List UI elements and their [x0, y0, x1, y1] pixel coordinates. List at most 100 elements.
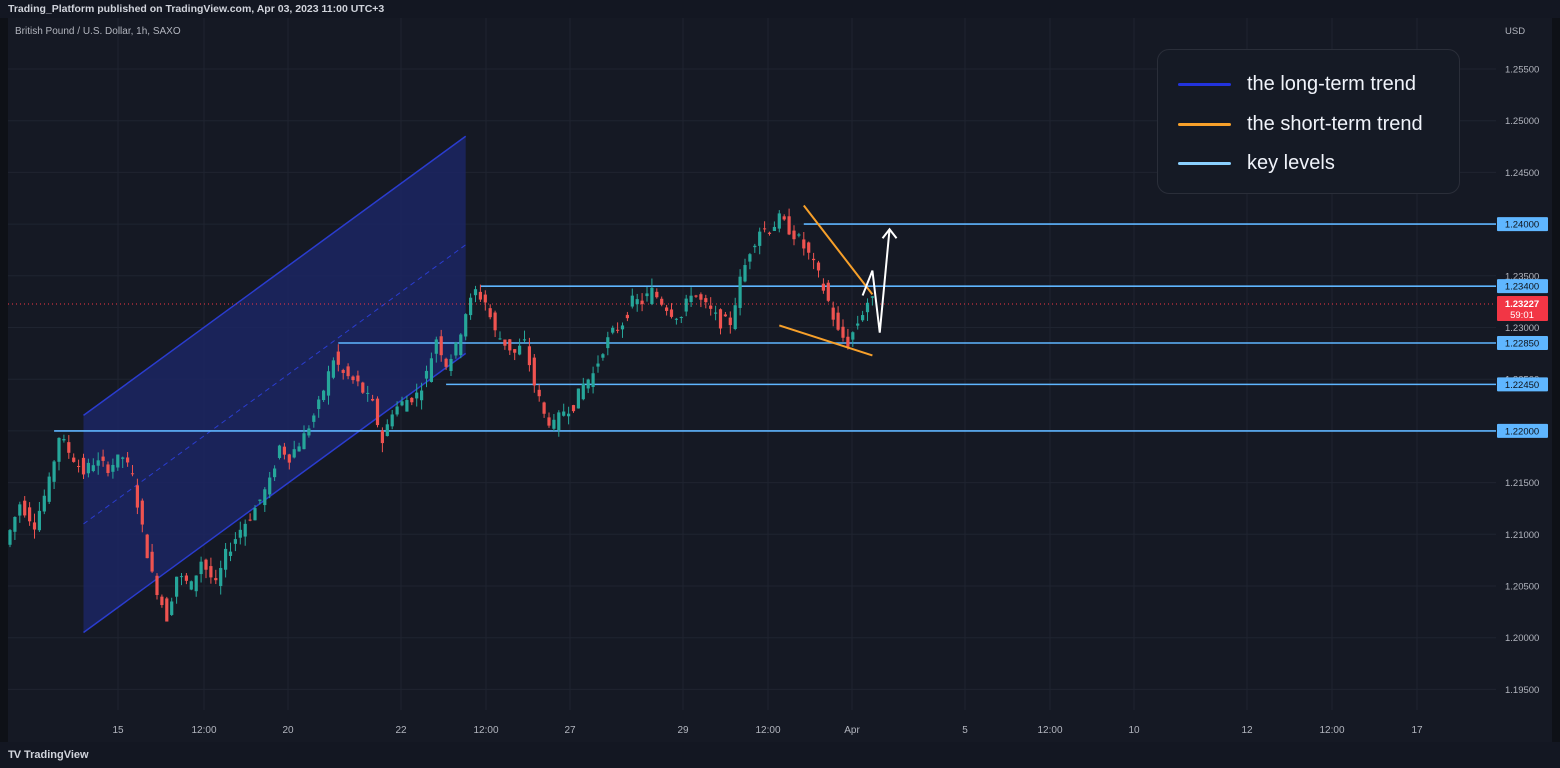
candle-body [204, 559, 208, 570]
candle-body [611, 327, 615, 333]
projection-path [861, 229, 891, 333]
time-tick-label: 22 [395, 725, 407, 736]
candle-body [57, 437, 61, 462]
legend-label: key levels [1247, 152, 1335, 174]
legend-label: the long-term trend [1247, 73, 1416, 95]
candle-body [96, 460, 100, 466]
candle-body [660, 298, 664, 305]
price-tick-label: 1.19500 [1505, 685, 1539, 696]
candle-body [150, 551, 154, 572]
key-level-tag [1497, 279, 1548, 294]
candle-body [679, 317, 683, 319]
candle-body [317, 399, 321, 409]
candle-body [630, 295, 634, 307]
candle-body [787, 216, 791, 235]
publish-bar [0, 0, 1560, 18]
candle-body [28, 507, 32, 522]
candle-body [454, 342, 458, 356]
price-tick-label: 1.21000 [1505, 530, 1539, 541]
candles [8, 208, 874, 622]
candle-body [596, 363, 600, 367]
time-tick-label: 12:00 [1037, 725, 1062, 736]
time-tick-label: 29 [677, 725, 689, 736]
candle-body [493, 312, 497, 331]
projection-arrow [861, 227, 898, 333]
candle-body [380, 430, 384, 444]
candle-body [155, 575, 159, 596]
trend-support-line [778, 324, 873, 357]
legend-swatch-key-levels [1178, 162, 1231, 165]
countdown-label: 59:01 [1510, 310, 1534, 321]
candle-body [32, 522, 37, 530]
candle-body [47, 476, 51, 502]
candle-body [145, 534, 149, 559]
symbol-title[interactable]: British Pound / U.S. Dollar, 1h, SAXO [15, 26, 181, 37]
key-level-label: 1.22450 [1505, 380, 1539, 391]
candle-body [140, 500, 144, 525]
price-tick-label: 1.23500 [1505, 271, 1539, 282]
candle-body [322, 390, 326, 401]
key-levels [8, 223, 1496, 432]
candle-body [606, 337, 610, 349]
key-level-tag [1497, 423, 1548, 438]
candle-body [469, 297, 473, 316]
candle-body [669, 309, 674, 317]
candle-body [341, 369, 345, 373]
candle-body [268, 477, 272, 495]
candle-body [488, 308, 492, 318]
candle-body [743, 265, 747, 282]
candle-body [665, 307, 669, 311]
long-term-channel [83, 135, 467, 634]
candle-body [111, 464, 115, 472]
candle-body [508, 339, 512, 351]
candle-body [616, 329, 620, 331]
trend-resistance-line [803, 204, 874, 296]
candle-body [302, 433, 306, 450]
candle-body [263, 489, 267, 506]
candle-body [777, 213, 781, 229]
candle-body [861, 315, 865, 321]
candle-body [390, 414, 394, 427]
time-tick-label: 12:00 [473, 725, 498, 736]
candle-body [224, 548, 228, 570]
time-tick-label: 10 [1128, 725, 1140, 736]
candle-body [67, 442, 71, 453]
candle-body [238, 529, 242, 538]
candle-body [846, 336, 850, 347]
candle-body [709, 305, 713, 309]
time-tick-label: Apr [844, 725, 860, 736]
candle-body [307, 428, 311, 436]
candle-body [62, 439, 66, 441]
candle-body [870, 296, 874, 298]
candle-body [405, 400, 409, 412]
candle-body [194, 575, 198, 592]
candle-body [821, 283, 825, 291]
candle-body [258, 499, 262, 501]
candle-body [160, 596, 164, 606]
tradingview-logo[interactable]: TV TradingView [8, 749, 89, 761]
price-chart[interactable]: 1.25500 1.25000 1.24500 1.24000 1.23500 1.230… [0, 0, 1560, 742]
candle-body [464, 314, 468, 337]
candle-body [763, 228, 767, 230]
candle-body [655, 291, 659, 298]
legend-item-long-term: the long-term trend [1178, 71, 1458, 97]
candle-body [836, 312, 840, 330]
candle-body [8, 530, 12, 545]
key-level-label: 1.24000 [1505, 220, 1539, 231]
candle-body [581, 383, 585, 400]
candle-body [807, 242, 811, 253]
price-tick-label: 1.20500 [1505, 582, 1539, 593]
candle-body [410, 397, 414, 403]
candle-body [449, 358, 453, 372]
candle-body [415, 392, 419, 399]
candle-body [753, 245, 757, 248]
candle-body [23, 500, 27, 516]
legend-label: the short-term trend [1247, 113, 1423, 135]
candle-body [292, 449, 296, 458]
candle-body [841, 326, 845, 338]
key-level-label: 1.22850 [1505, 339, 1539, 350]
candle-body [547, 417, 551, 426]
candle-body [826, 282, 830, 301]
candle-body [179, 576, 184, 578]
candle-body [513, 349, 517, 353]
